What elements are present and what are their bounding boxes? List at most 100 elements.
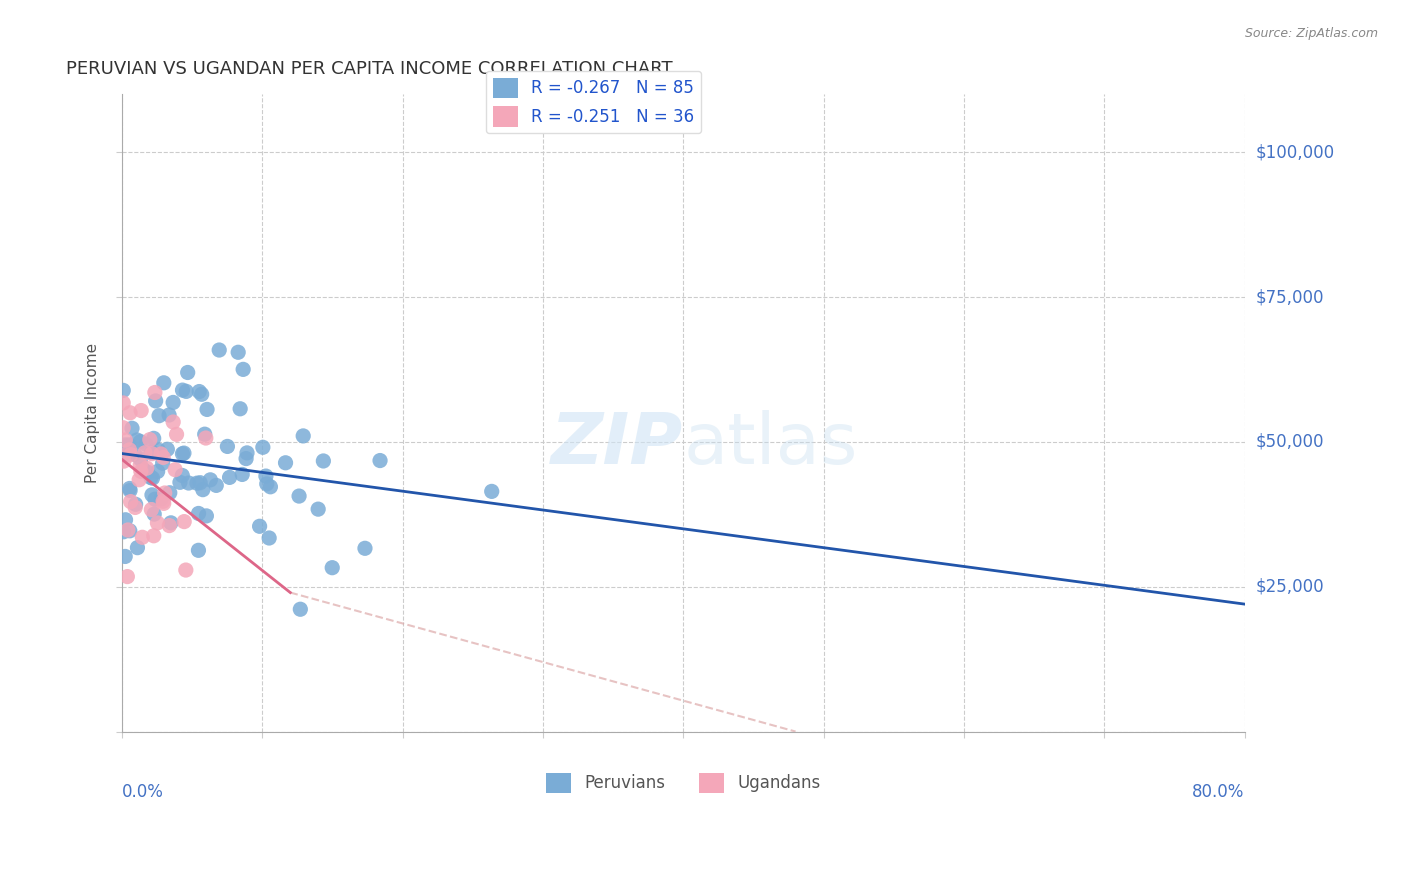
Text: $50,000: $50,000 xyxy=(1256,433,1324,451)
Text: ZIP: ZIP xyxy=(551,410,683,479)
Peruvians xyxy=(481,484,503,499)
Peruvians xyxy=(232,362,254,376)
Ugandans xyxy=(142,529,165,543)
Peruvians xyxy=(145,393,167,408)
Ugandans xyxy=(135,461,157,475)
Peruvians xyxy=(162,395,184,409)
Ugandans xyxy=(112,454,135,468)
Peruvians xyxy=(141,488,163,502)
Ugandans xyxy=(152,450,174,465)
Peruvians xyxy=(177,475,200,490)
Text: atlas: atlas xyxy=(683,410,858,479)
Ugandans xyxy=(162,415,184,429)
Peruvians xyxy=(115,447,138,461)
Ugandans xyxy=(165,463,187,477)
Ugandans xyxy=(112,421,135,435)
Peruvians xyxy=(142,431,165,445)
Peruvians xyxy=(292,429,315,443)
Ugandans xyxy=(174,563,197,577)
Peruvians xyxy=(368,453,391,467)
Peruvians xyxy=(254,469,277,483)
Peruvians xyxy=(186,476,208,491)
Ugandans xyxy=(146,516,169,530)
Text: 0.0%: 0.0% xyxy=(122,782,163,800)
Peruvians xyxy=(249,519,271,533)
Peruvians xyxy=(257,531,280,545)
Peruvians xyxy=(205,478,228,492)
Peruvians xyxy=(150,491,173,506)
Ugandans xyxy=(118,442,141,457)
Ugandans xyxy=(166,427,188,442)
Peruvians xyxy=(191,483,214,497)
Text: $75,000: $75,000 xyxy=(1256,288,1324,306)
Peruvians xyxy=(139,470,162,484)
Ugandans xyxy=(143,385,166,400)
Peruvians xyxy=(120,483,142,498)
Ugandans xyxy=(120,494,142,508)
Peruvians xyxy=(229,401,252,416)
Text: $100,000: $100,000 xyxy=(1256,144,1336,161)
Ugandans xyxy=(149,447,172,461)
Peruvians xyxy=(129,452,152,467)
Peruvians xyxy=(174,384,197,399)
Peruvians xyxy=(121,421,143,435)
Peruvians xyxy=(141,446,163,460)
Peruvians xyxy=(226,345,249,359)
Peruvians xyxy=(190,387,212,401)
Legend: Peruvians, Ugandans: Peruvians, Ugandans xyxy=(540,766,827,799)
Peruvians xyxy=(195,508,218,523)
Peruvians xyxy=(188,384,211,399)
Peruvians xyxy=(256,476,278,491)
Peruvians xyxy=(141,445,163,459)
Text: 80.0%: 80.0% xyxy=(1192,782,1244,800)
Ugandans xyxy=(117,569,139,583)
Y-axis label: Per Capita Income: Per Capita Income xyxy=(86,343,100,483)
Ugandans xyxy=(120,406,142,420)
Peruvians xyxy=(354,541,377,556)
Ugandans xyxy=(152,496,174,510)
Peruvians xyxy=(259,480,281,494)
Peruvians xyxy=(321,560,343,574)
Peruvians xyxy=(152,456,174,470)
Ugandans xyxy=(141,447,163,461)
Peruvians xyxy=(114,513,136,527)
Ugandans xyxy=(128,473,150,487)
Peruvians xyxy=(172,383,194,397)
Peruvians xyxy=(124,447,146,461)
Ugandans xyxy=(117,523,139,537)
Peruvians xyxy=(231,467,253,482)
Text: PERUVIAN VS UGANDAN PER CAPITA INCOME CORRELATION CHART: PERUVIAN VS UGANDAN PER CAPITA INCOME CO… xyxy=(66,60,672,78)
Ugandans xyxy=(131,530,153,544)
Peruvians xyxy=(274,456,297,470)
Ugandans xyxy=(139,433,162,447)
Ugandans xyxy=(112,396,135,410)
Peruvians xyxy=(172,468,194,483)
Peruvians xyxy=(143,507,166,521)
Peruvians xyxy=(114,438,136,452)
Peruvians xyxy=(200,473,222,487)
Peruvians xyxy=(312,454,335,468)
Peruvians xyxy=(124,497,146,511)
Peruvians xyxy=(118,438,141,452)
Ugandans xyxy=(173,515,195,529)
Peruvians xyxy=(169,475,191,490)
Peruvians xyxy=(159,485,181,500)
Peruvians xyxy=(288,489,311,503)
Peruvians xyxy=(127,541,149,555)
Ugandans xyxy=(153,486,176,500)
Peruvians xyxy=(252,440,274,454)
Peruvians xyxy=(187,507,209,521)
Peruvians xyxy=(153,376,176,390)
Peruvians xyxy=(176,366,198,380)
Peruvians xyxy=(187,543,209,558)
Peruvians xyxy=(148,409,170,423)
Peruvians xyxy=(118,524,141,538)
Ugandans xyxy=(141,502,163,516)
Peruvians xyxy=(112,384,135,398)
Peruvians xyxy=(129,434,152,449)
Peruvians xyxy=(160,516,183,530)
Text: $25,000: $25,000 xyxy=(1256,578,1324,596)
Peruvians xyxy=(235,451,257,466)
Peruvians xyxy=(143,492,166,507)
Peruvians xyxy=(148,443,170,458)
